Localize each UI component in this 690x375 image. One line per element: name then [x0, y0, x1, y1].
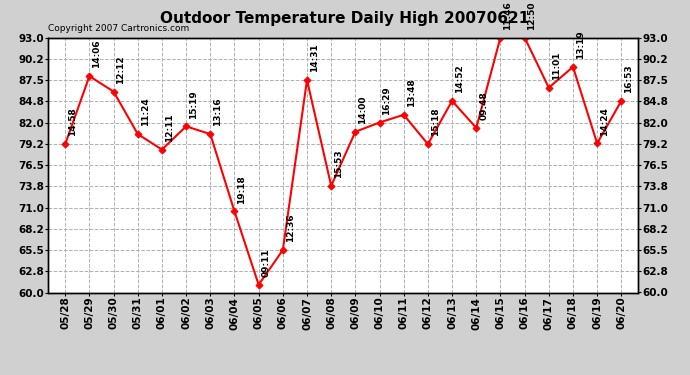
Text: 14:00: 14:00 [358, 96, 367, 124]
Text: 13:16: 13:16 [213, 98, 222, 126]
Text: 16:53: 16:53 [624, 64, 633, 93]
Text: 15:53: 15:53 [334, 150, 343, 178]
Text: 11:24: 11:24 [141, 98, 150, 126]
Text: 12:11: 12:11 [165, 113, 174, 142]
Text: 14:06: 14:06 [92, 40, 101, 68]
Text: 09:11: 09:11 [262, 248, 270, 277]
Text: 13:19: 13:19 [576, 30, 585, 59]
Text: Copyright 2007 Cartronics.com: Copyright 2007 Cartronics.com [48, 24, 190, 33]
Text: 13:48: 13:48 [406, 78, 415, 107]
Text: 14:52: 14:52 [455, 64, 464, 93]
Text: 19:18: 19:18 [237, 175, 246, 204]
Text: 16:29: 16:29 [382, 86, 391, 115]
Text: 15:18: 15:18 [431, 108, 440, 136]
Text: Outdoor Temperature Daily High 20070621: Outdoor Temperature Daily High 20070621 [160, 11, 530, 26]
Text: 12:12: 12:12 [117, 55, 126, 84]
Text: 12:50: 12:50 [528, 1, 537, 30]
Text: 09:48: 09:48 [479, 92, 488, 120]
Text: 11:46: 11:46 [503, 1, 513, 30]
Text: 14:31: 14:31 [310, 44, 319, 72]
Text: 15:19: 15:19 [189, 90, 198, 118]
Text: 14:24: 14:24 [600, 107, 609, 136]
Text: 14:58: 14:58 [68, 108, 77, 136]
Text: 11:01: 11:01 [552, 51, 561, 80]
Text: 12:36: 12:36 [286, 214, 295, 242]
